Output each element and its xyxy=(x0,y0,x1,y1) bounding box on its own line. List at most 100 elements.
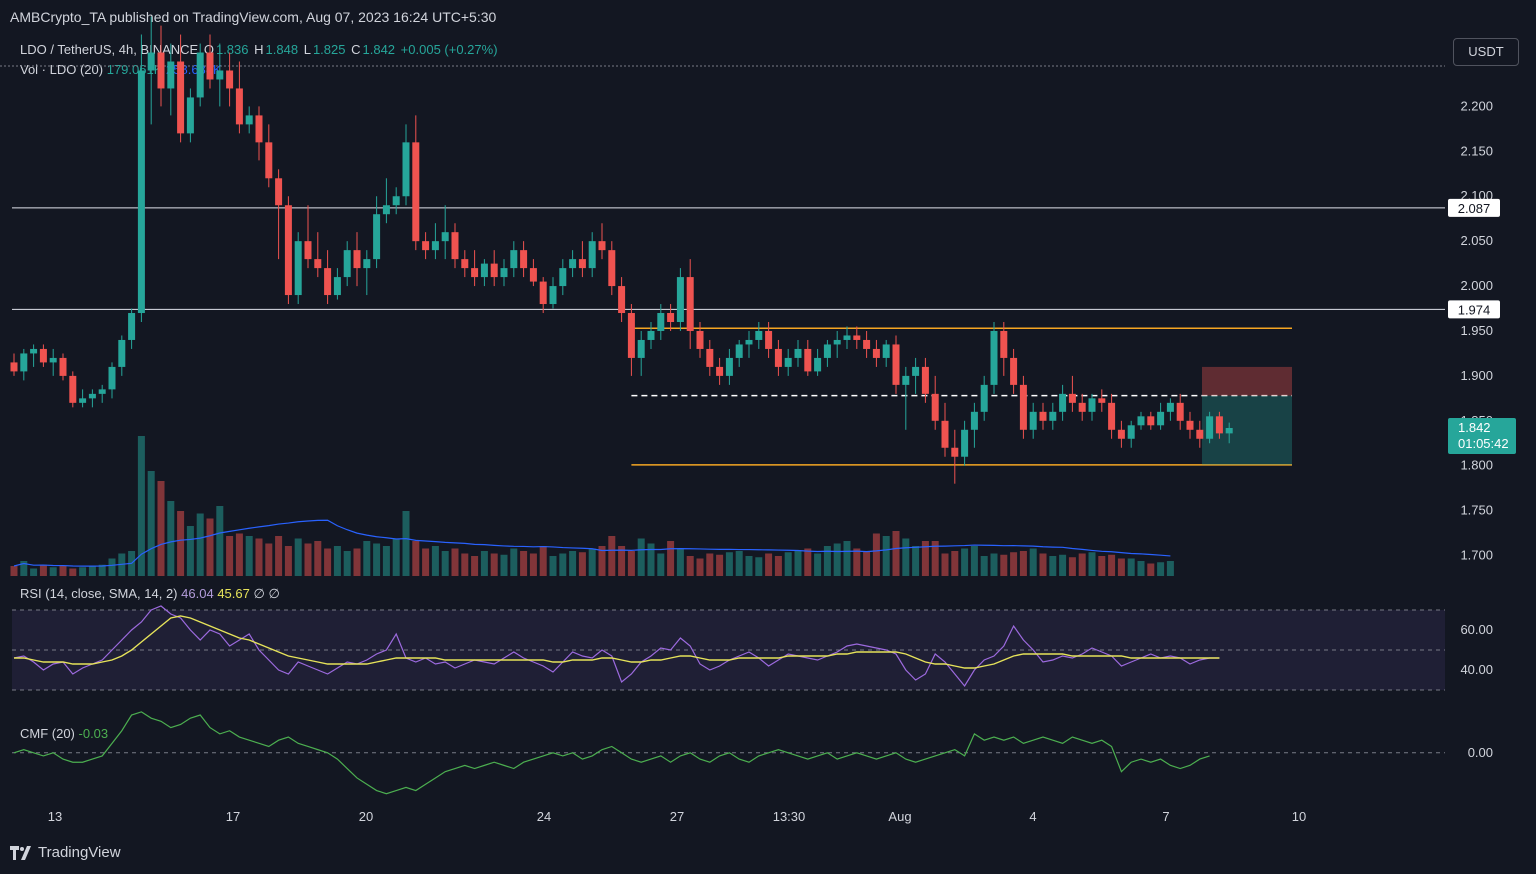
candle-body xyxy=(1196,429,1204,439)
open-value: 1.836 xyxy=(215,42,249,57)
currency-button[interactable]: USDT xyxy=(1453,38,1519,66)
candle-body xyxy=(1176,402,1184,421)
volume-bar xyxy=(1029,548,1037,576)
price-axis-label: 1.750 xyxy=(1460,503,1493,518)
candle-body xyxy=(30,348,38,354)
candle-body xyxy=(853,335,861,340)
volume-bar xyxy=(255,538,263,576)
volume-bar xyxy=(833,543,841,576)
volume-bar xyxy=(657,553,665,576)
candle-body xyxy=(510,250,518,269)
volume-bar xyxy=(520,551,528,576)
candle-body xyxy=(216,70,224,80)
candle-body xyxy=(961,429,969,457)
candle-body xyxy=(69,375,77,403)
candle-body xyxy=(578,259,586,269)
volume-bar xyxy=(941,553,949,576)
footer-brand: TradingView xyxy=(38,844,121,861)
countdown-text: 01:05:42 xyxy=(1458,436,1509,451)
candle-body xyxy=(637,339,645,358)
candle-body xyxy=(206,52,214,80)
candle-body xyxy=(725,357,733,376)
volume-bar xyxy=(686,556,694,576)
rsi-axis-label: 60.00 xyxy=(1460,622,1493,637)
volume-bar xyxy=(1117,558,1125,576)
volume-bar xyxy=(745,556,753,576)
candle-body xyxy=(716,366,724,376)
volume-bar xyxy=(275,536,283,576)
candle-body xyxy=(559,268,567,287)
time-axis-label: 4 xyxy=(1029,809,1036,824)
volume-bar xyxy=(1098,556,1106,576)
candle-body xyxy=(794,348,802,358)
volume-bar xyxy=(970,546,978,576)
high-label: H xyxy=(254,42,264,57)
volume-ma-line xyxy=(13,519,1171,567)
candle-body xyxy=(598,241,606,251)
candle-body xyxy=(1108,402,1116,430)
volume-bar xyxy=(363,541,371,576)
candle-body xyxy=(1059,393,1067,412)
volume-bar xyxy=(1147,563,1155,576)
candle-body xyxy=(529,268,537,282)
volume-bar xyxy=(294,538,302,576)
candle-body xyxy=(373,214,381,260)
candle-body xyxy=(1010,357,1018,385)
candle-body xyxy=(1225,427,1233,434)
volume-bar xyxy=(529,553,537,576)
volume-bar xyxy=(422,548,430,576)
volume-bar xyxy=(765,553,773,576)
candle-body xyxy=(745,339,753,345)
candle-body xyxy=(569,259,577,269)
candle-body xyxy=(471,268,479,278)
candle-body xyxy=(539,281,547,305)
candle-body xyxy=(1019,384,1027,430)
volume-bar xyxy=(147,471,155,576)
candle-body xyxy=(490,263,498,278)
volume-bar xyxy=(931,541,939,576)
candle-body xyxy=(88,393,96,399)
candle-body xyxy=(755,330,763,340)
candle-body xyxy=(833,339,841,345)
rsi-legend[interactable]: RSI (14, close, SMA, 14, 2) 46.04 45.67 … xyxy=(20,586,280,602)
candle-body xyxy=(1186,420,1194,430)
candle-body xyxy=(941,420,949,448)
volume-bar xyxy=(510,548,518,576)
candle-body xyxy=(235,88,243,125)
candle-body xyxy=(431,241,439,251)
time-axis-label: 17 xyxy=(226,809,240,824)
candle-body xyxy=(1117,429,1125,439)
candle-body xyxy=(1166,402,1174,412)
volume-bar xyxy=(343,551,351,576)
cmf-legend[interactable]: CMF (20) -0.03 xyxy=(20,726,108,741)
candle-body xyxy=(1206,416,1214,439)
level-badge-mid-bg xyxy=(1448,300,1500,319)
tradingview-logo[interactable]: TradingView xyxy=(10,844,121,861)
volume-bar xyxy=(667,541,675,576)
candle-body xyxy=(970,411,978,430)
candle-body xyxy=(1147,416,1155,426)
volume-bar xyxy=(902,538,910,576)
volume-bar xyxy=(588,548,596,576)
candle-body xyxy=(676,277,684,322)
price-axis-label: 2.150 xyxy=(1460,143,1493,158)
candle-body xyxy=(128,313,136,340)
volume-bar xyxy=(373,543,381,576)
candle-body xyxy=(196,52,204,98)
candle-body xyxy=(706,348,714,367)
volume-bar xyxy=(59,566,67,576)
rsi-sma-line xyxy=(14,615,1220,669)
candle-body xyxy=(1049,411,1057,421)
volume-bar xyxy=(79,567,87,576)
time-axis-label: 24 xyxy=(537,809,551,824)
candle-body xyxy=(872,348,880,358)
candle-body xyxy=(647,330,655,340)
price-axis-label: 2.200 xyxy=(1460,98,1493,113)
volume-bar xyxy=(755,557,763,576)
volume-bar xyxy=(471,556,479,576)
candle-body xyxy=(363,259,371,269)
volume-bar xyxy=(882,536,890,576)
volume-bar xyxy=(961,548,969,576)
cmf-value: -0.03 xyxy=(78,726,109,741)
